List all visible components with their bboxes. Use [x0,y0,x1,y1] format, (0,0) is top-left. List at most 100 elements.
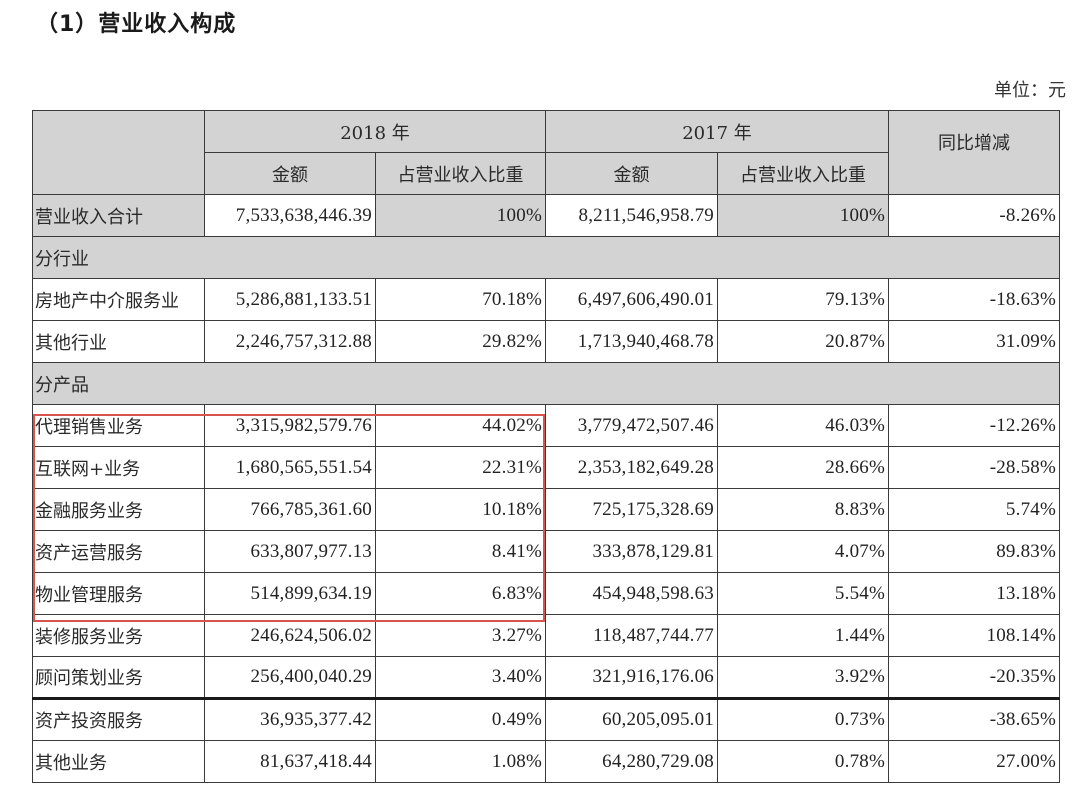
amount-2017: 454,948,598.63 [545,572,718,615]
section-title: （1）营业收入构成 [36,12,237,37]
amount-2018: 1,680,565,551.54 [204,446,376,489]
amount-2017: 8,211,546,958.79 [545,194,718,237]
amount-2018: 633,807,977.13 [204,530,376,573]
amount-2018: 5,286,881,133.51 [204,278,376,321]
amount-2018: 256,400,040.29 [204,656,376,699]
row-label: 代理销售业务 [32,404,205,447]
share-2018: 3.27% [375,614,546,657]
total-row: 营业收入合计 7,533,638,446.39 100% 8,211,546,9… [32,194,1060,237]
table-row: 顾问策划业务 256,400,040.29 3.40% 321,916,176.… [32,656,1060,699]
row-label: 资产投资服务 [32,697,205,741]
amount-2017: 64,280,729.08 [545,740,718,783]
share-2017: 20.87% [717,320,889,363]
header-amount-2018: 金额 [204,152,376,195]
amount-2017: 118,487,744.77 [545,614,718,657]
table-row: 其他行业 2,246,757,312.88 29.82% 1,713,940,4… [32,320,1060,363]
header-amount-2017: 金额 [545,152,718,195]
table-row: 互联网+业务 1,680,565,551.54 22.31% 2,353,182… [32,446,1060,489]
amount-2017: 60,205,095.01 [545,697,718,741]
revenue-composition-table: 2018 年 2017 年 同比增减 金额 占营业收入比重 金额 占营业收入比重… [32,110,1060,783]
row-label: 互联网+业务 [32,446,205,489]
amount-2018: 2,246,757,312.88 [204,320,376,363]
row-label: 顾问策划业务 [32,656,205,699]
row-label: 资产运营服务 [32,530,205,573]
amount-2018: 36,935,377.42 [204,697,376,741]
header-row-columns: 金额 占营业收入比重 金额 占营业收入比重 [33,152,1060,195]
share-2018: 6.83% [375,572,546,615]
header-share-2017: 占营业收入比重 [717,152,889,195]
section-title: 分行业 [32,236,1060,279]
yoy-change: -8.26% [888,194,1060,237]
share-2018: 3.40% [375,656,546,699]
row-label: 房地产中介服务业 [32,278,205,321]
share-2017: 79.13% [717,278,889,321]
share-2017: 4.07% [717,530,889,573]
amount-2017: 725,175,328.69 [545,488,718,531]
share-2017: 5.54% [717,572,889,615]
row-label: 营业收入合计 [32,194,205,237]
amount-2018: 81,637,418.44 [204,740,376,783]
yoy-change: -12.26% [888,404,1060,447]
table-row: 资产投资服务 36,935,377.42 0.49% 60,205,095.01… [32,697,1060,741]
header-year-2018: 2018 年 [204,110,546,153]
yoy-change: 5.74% [888,488,1060,531]
section-title: 分产品 [32,362,1060,405]
amount-2018: 514,899,634.19 [204,572,376,615]
share-2017: 1.44% [717,614,889,657]
share-2018: 10.18% [375,488,546,531]
yoy-change: 13.18% [888,572,1060,615]
yoy-change: -20.35% [888,656,1060,699]
table-row: 房地产中介服务业 5,286,881,133.51 70.18% 6,497,6… [32,278,1060,321]
yoy-change: 108.14% [888,614,1060,657]
yoy-change: 89.83% [888,530,1060,573]
share-2018: 70.18% [375,278,546,321]
row-label: 物业管理服务 [32,572,205,615]
header-yoy: 同比增减 [888,110,1060,195]
table-row: 资产运营服务 633,807,977.13 8.41% 333,878,129.… [32,530,1060,573]
share-2017: 46.03% [717,404,889,447]
header-blank-cell [32,110,205,195]
row-label: 装修服务业务 [32,614,205,657]
section-row-industry: 分行业 [32,236,1060,279]
amount-2017: 6,497,606,490.01 [545,278,718,321]
table-row: 其他业务 81,637,418.44 1.08% 64,280,729.08 0… [32,740,1060,783]
share-2018: 1.08% [375,740,546,783]
header-share-2018: 占营业收入比重 [375,152,546,195]
share-2018: 0.49% [375,697,546,741]
amount-2018: 7,533,638,446.39 [204,194,376,237]
table-row: 金融服务业务 766,785,361.60 10.18% 725,175,328… [32,488,1060,531]
share-2018: 22.31% [375,446,546,489]
yoy-change: -38.65% [888,697,1060,741]
yoy-change: -18.63% [888,278,1060,321]
amount-2018: 3,315,982,579.76 [204,404,376,447]
share-2017: 28.66% [717,446,889,489]
amount-2017: 1,713,940,468.78 [545,320,718,363]
table-row: 代理销售业务 3,315,982,579.76 44.02% 3,779,472… [32,404,1060,447]
row-label: 其他行业 [32,320,205,363]
share-2018: 44.02% [375,404,546,447]
row-label: 金融服务业务 [32,488,205,531]
share-2017: 0.78% [717,740,889,783]
section-row-product: 分产品 [32,362,1060,405]
yoy-change: 31.09% [888,320,1060,363]
share-2017: 3.92% [717,656,889,699]
amount-2017: 321,916,176.06 [545,656,718,699]
yoy-change: -28.58% [888,446,1060,489]
share-2017: 0.73% [717,697,889,741]
header-row-years: 2018 年 2017 年 同比增减 [32,110,1060,195]
share-2018: 100% [375,194,546,237]
row-label: 其他业务 [32,740,205,783]
table-row: 物业管理服务 514,899,634.19 6.83% 454,948,598.… [32,572,1060,615]
share-2018: 8.41% [375,530,546,573]
amount-2017: 3,779,472,507.46 [545,404,718,447]
share-2017: 8.83% [717,488,889,531]
header-year-2017: 2017 年 [545,110,889,153]
yoy-change: 27.00% [888,740,1060,783]
amount-2017: 333,878,129.81 [545,530,718,573]
table-row: 装修服务业务 246,624,506.02 3.27% 118,487,744.… [32,614,1060,657]
amount-2018: 246,624,506.02 [204,614,376,657]
unit-label: 单位：元 [994,80,1066,101]
share-2017: 100% [717,194,889,237]
amount-2018: 766,785,361.60 [204,488,376,531]
share-2018: 29.82% [375,320,546,363]
